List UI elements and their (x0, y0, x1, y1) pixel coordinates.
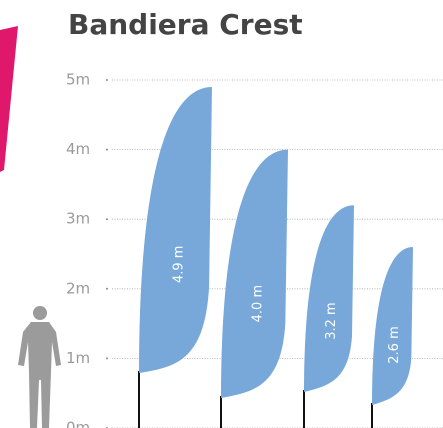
y-tick-label: 1m (66, 349, 90, 367)
tick-dot (106, 79, 108, 81)
decor-flag-edge (0, 26, 18, 172)
value-label: 4.9 m (172, 246, 187, 283)
value-label: 2.6 m (387, 326, 402, 363)
chart-title: Bandiera Crest (68, 8, 303, 41)
y-tick-label: 3m (66, 210, 90, 228)
value-label: 4.0 m (250, 285, 265, 322)
flag (139, 86, 212, 374)
y-tick-label: 2m (66, 279, 90, 297)
value-label: 3.2 m (324, 302, 339, 339)
person-silhouette (18, 306, 61, 428)
tick-dot (106, 287, 108, 290)
flag (372, 247, 413, 405)
tick-dot (106, 148, 108, 151)
flag (221, 149, 288, 398)
y-tick-label: 4m (66, 140, 90, 158)
flag (304, 205, 354, 392)
tick-dot (106, 357, 108, 360)
y-tick-label: 5m (66, 71, 90, 89)
y-tick-label: 0m (66, 419, 90, 428)
tick-dot (106, 218, 108, 221)
